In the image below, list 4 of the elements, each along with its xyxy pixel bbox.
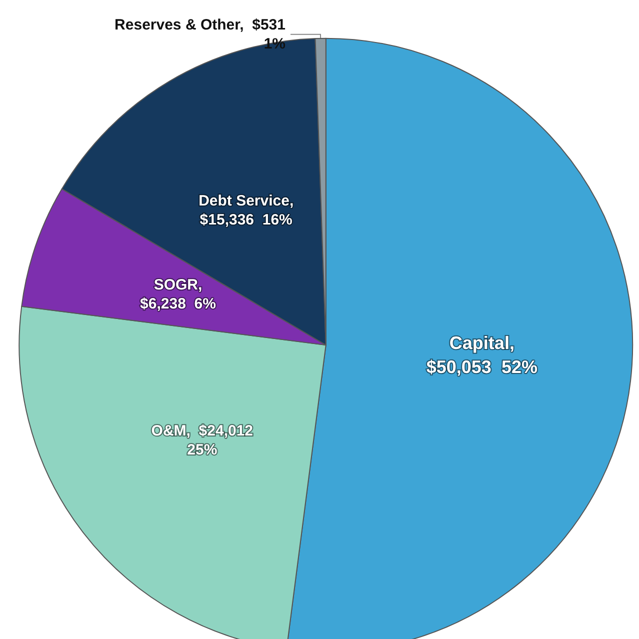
slice-label: Capital, $50,053 52% [426, 333, 538, 378]
slice-label: SOGR, $6,238 6% [140, 276, 216, 312]
slice-label: O&M, $24,012 25% [151, 422, 254, 459]
slice-label: Debt Service, $15,336 16% [198, 192, 294, 229]
